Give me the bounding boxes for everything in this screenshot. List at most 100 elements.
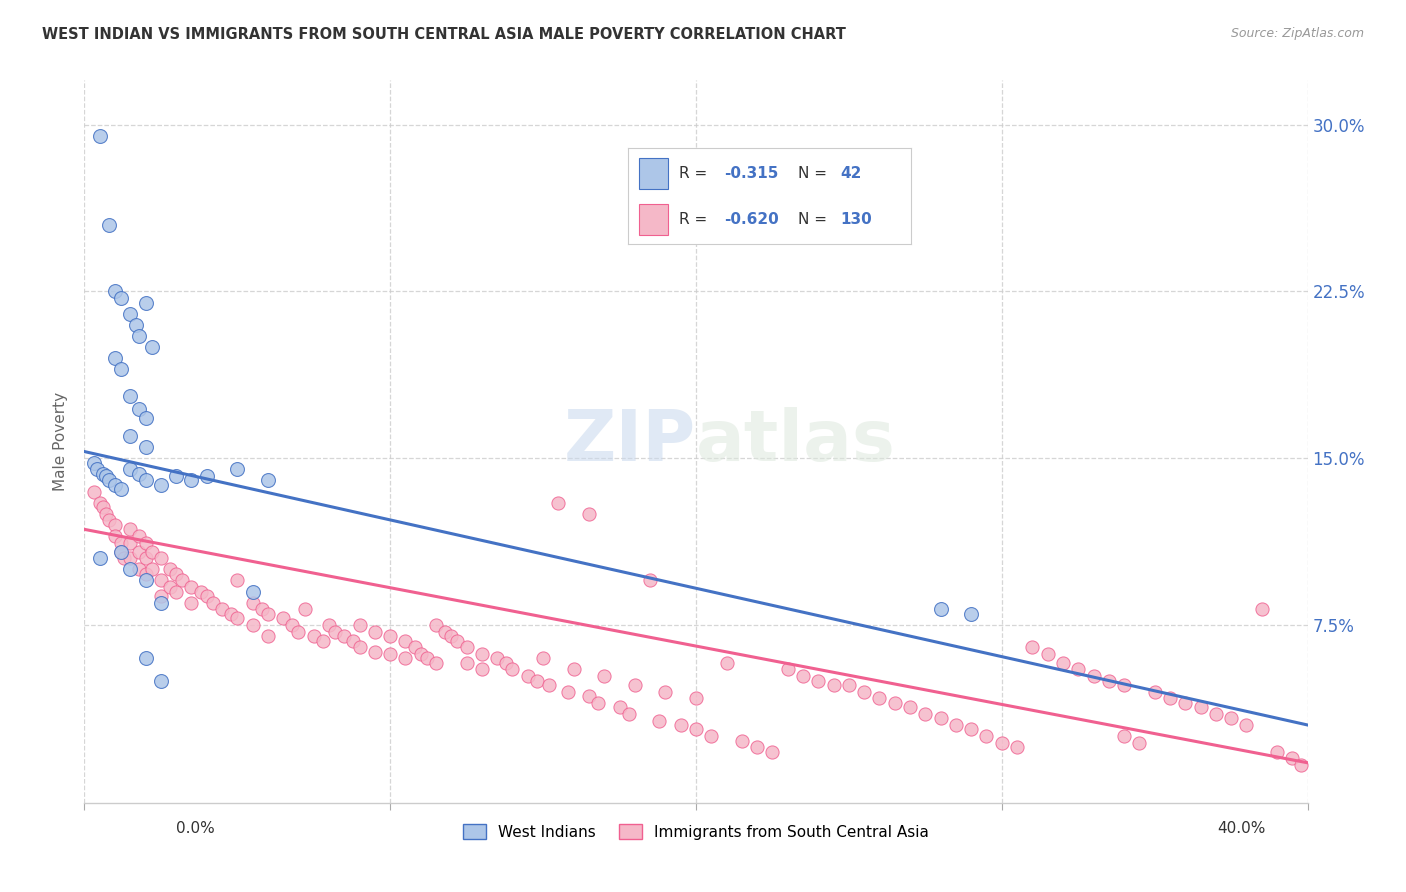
Point — [471, 647, 494, 661]
Point — [495, 656, 517, 670]
Point — [792, 669, 814, 683]
Point — [110, 362, 132, 376]
Point — [312, 633, 335, 648]
Point — [287, 624, 309, 639]
Point — [128, 562, 150, 576]
Point — [1052, 656, 1074, 670]
Point — [1265, 745, 1288, 759]
Point — [135, 574, 157, 588]
Point — [135, 535, 157, 549]
Point — [1036, 647, 1059, 661]
Point — [716, 656, 738, 670]
Point — [257, 629, 280, 643]
Point — [94, 469, 117, 483]
Point — [638, 574, 661, 588]
Point — [404, 640, 426, 655]
Point — [165, 584, 187, 599]
Point — [128, 529, 150, 543]
Point — [1189, 700, 1212, 714]
Point — [149, 551, 172, 566]
Point — [112, 551, 135, 566]
Point — [394, 633, 416, 648]
Point — [838, 678, 860, 692]
Point — [1250, 602, 1272, 616]
Text: atlas: atlas — [696, 407, 896, 476]
Point — [165, 566, 187, 581]
Point — [434, 624, 457, 639]
Point — [97, 474, 120, 488]
Point — [159, 580, 181, 594]
Point — [502, 662, 524, 676]
Point — [125, 318, 148, 332]
Point — [149, 574, 172, 588]
Point — [960, 607, 983, 621]
Point — [700, 729, 723, 743]
Point — [929, 711, 952, 725]
Point — [242, 584, 264, 599]
Point — [976, 729, 998, 743]
Point — [1067, 662, 1090, 676]
Point — [141, 544, 163, 558]
Point — [807, 673, 830, 688]
Point — [159, 562, 181, 576]
Text: 130: 130 — [841, 212, 872, 227]
Point — [318, 618, 340, 632]
Point — [380, 629, 402, 643]
Point — [1291, 758, 1313, 772]
Point — [776, 662, 799, 676]
Point — [135, 295, 157, 310]
Point — [294, 602, 316, 616]
Point — [685, 723, 707, 737]
Point — [929, 602, 952, 616]
Point — [128, 544, 150, 558]
Point — [104, 351, 127, 366]
Point — [416, 651, 439, 665]
Point — [120, 562, 142, 576]
Point — [94, 507, 117, 521]
Point — [149, 596, 172, 610]
Point — [195, 589, 218, 603]
Point — [364, 645, 387, 659]
Point — [120, 535, 142, 549]
Point — [1236, 718, 1258, 732]
Point — [86, 462, 108, 476]
Point — [486, 651, 509, 665]
Point — [141, 340, 163, 354]
Point — [226, 462, 249, 476]
Point — [149, 589, 172, 603]
Point — [747, 740, 769, 755]
Point — [471, 662, 494, 676]
Point — [547, 496, 569, 510]
Point — [578, 507, 600, 521]
Bar — [640, 204, 668, 235]
Point — [120, 389, 142, 403]
Point — [104, 517, 127, 532]
Point — [609, 700, 631, 714]
Text: ZIP: ZIP — [564, 407, 696, 476]
Point — [110, 483, 132, 497]
Point — [135, 551, 157, 566]
Point — [141, 562, 163, 576]
Point — [219, 607, 242, 621]
Point — [654, 684, 676, 698]
Legend: West Indians, Immigrants from South Central Asia: West Indians, Immigrants from South Cent… — [457, 818, 935, 846]
Point — [120, 522, 142, 536]
Point — [257, 607, 280, 621]
Point — [172, 574, 194, 588]
Point — [180, 596, 202, 610]
Point — [83, 456, 105, 470]
Point — [991, 736, 1014, 750]
Point — [128, 402, 150, 417]
Point — [648, 714, 671, 728]
Text: WEST INDIAN VS IMMIGRANTS FROM SOUTH CENTRAL ASIA MALE POVERTY CORRELATION CHART: WEST INDIAN VS IMMIGRANTS FROM SOUTH CEN… — [42, 27, 846, 42]
Point — [1005, 740, 1028, 755]
Point — [440, 629, 463, 643]
Point — [1114, 729, 1136, 743]
Point — [135, 411, 157, 425]
Point — [538, 678, 561, 692]
Point — [1159, 691, 1181, 706]
Point — [349, 640, 371, 655]
Point — [1143, 684, 1166, 698]
Text: R =: R = — [679, 212, 711, 227]
Point — [516, 669, 538, 683]
